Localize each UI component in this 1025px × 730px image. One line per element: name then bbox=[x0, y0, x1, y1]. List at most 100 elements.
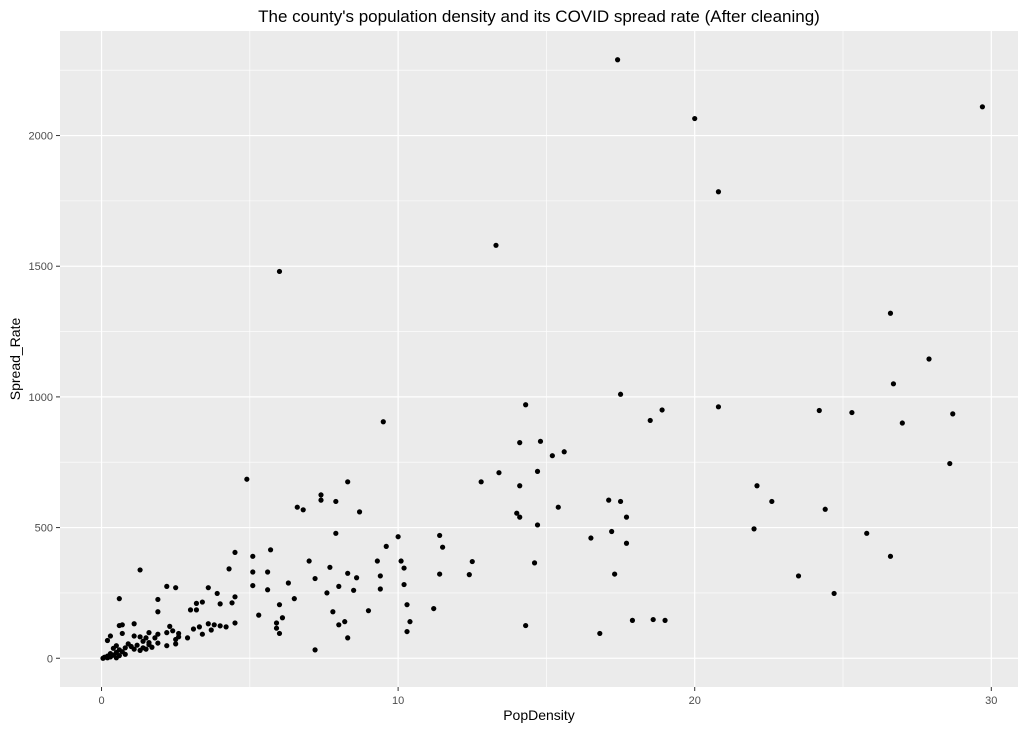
data-point bbox=[407, 619, 413, 625]
data-point bbox=[244, 476, 250, 482]
data-point bbox=[517, 440, 523, 446]
data-point bbox=[196, 624, 202, 630]
data-point bbox=[899, 420, 905, 426]
data-point bbox=[131, 646, 137, 652]
data-point bbox=[152, 635, 158, 641]
data-point bbox=[208, 627, 214, 633]
data-point bbox=[217, 623, 223, 629]
data-point bbox=[523, 622, 529, 629]
data-point bbox=[493, 242, 499, 248]
data-point bbox=[250, 569, 256, 575]
x-tick-label: 0 bbox=[98, 695, 104, 707]
data-point bbox=[617, 498, 624, 505]
data-point bbox=[155, 609, 161, 615]
data-point bbox=[205, 585, 211, 591]
y-axis-title: Spread_Rate bbox=[7, 318, 23, 401]
data-point bbox=[155, 631, 161, 637]
data-point bbox=[523, 402, 529, 408]
data-point bbox=[715, 189, 722, 195]
data-point bbox=[164, 643, 170, 649]
x-axis-title: PopDensity bbox=[503, 707, 575, 723]
data-point bbox=[226, 566, 232, 572]
data-point bbox=[816, 407, 822, 414]
data-point bbox=[692, 115, 698, 122]
data-point bbox=[107, 633, 114, 639]
data-point bbox=[155, 596, 161, 603]
data-point bbox=[440, 544, 446, 550]
data-point bbox=[469, 558, 475, 565]
data-point bbox=[864, 530, 870, 536]
data-point bbox=[193, 600, 200, 606]
data-point bbox=[276, 268, 283, 275]
data-point bbox=[849, 409, 855, 416]
data-point bbox=[173, 641, 179, 647]
data-point bbox=[294, 504, 300, 510]
data-point bbox=[211, 622, 217, 628]
data-point bbox=[104, 637, 111, 644]
y-tick-label: 500 bbox=[35, 523, 53, 535]
data-point bbox=[119, 630, 125, 637]
data-point bbox=[950, 411, 956, 417]
data-point bbox=[395, 534, 401, 540]
data-point bbox=[143, 646, 149, 652]
data-point bbox=[187, 607, 194, 613]
data-point bbox=[345, 570, 351, 576]
data-point bbox=[345, 479, 351, 485]
data-point bbox=[300, 507, 306, 513]
data-point bbox=[926, 356, 932, 362]
data-point bbox=[131, 633, 137, 639]
data-point bbox=[597, 630, 603, 637]
data-point bbox=[137, 634, 143, 640]
data-point bbox=[324, 590, 330, 596]
data-point bbox=[318, 497, 324, 503]
data-point bbox=[769, 498, 775, 505]
data-point bbox=[751, 526, 757, 532]
data-point bbox=[217, 601, 223, 607]
data-point bbox=[887, 310, 894, 316]
data-point bbox=[306, 558, 312, 564]
data-point bbox=[327, 564, 333, 570]
data-point bbox=[336, 622, 342, 628]
data-point bbox=[351, 587, 357, 593]
data-point bbox=[353, 575, 360, 581]
data-point bbox=[285, 580, 291, 586]
data-point bbox=[534, 522, 541, 528]
plot-panel bbox=[60, 31, 1018, 687]
data-point bbox=[588, 535, 594, 541]
data-point bbox=[404, 602, 410, 608]
data-point bbox=[496, 470, 502, 476]
data-point bbox=[561, 449, 567, 455]
data-point bbox=[517, 514, 523, 520]
data-point bbox=[383, 543, 389, 549]
data-point bbox=[342, 619, 348, 625]
data-point bbox=[629, 617, 636, 623]
data-point bbox=[754, 483, 760, 489]
data-point bbox=[193, 607, 200, 613]
data-point bbox=[401, 581, 407, 588]
x-axis-ticks: 0 10 20 30 bbox=[98, 687, 997, 707]
data-point bbox=[143, 635, 149, 641]
data-point bbox=[617, 391, 624, 397]
data-point bbox=[170, 628, 176, 634]
data-point bbox=[336, 583, 342, 589]
data-point bbox=[273, 625, 280, 631]
data-point bbox=[137, 567, 143, 573]
data-point bbox=[146, 630, 152, 636]
data-point bbox=[374, 558, 380, 564]
data-point bbox=[267, 547, 274, 553]
chart-title: The county's population density and its … bbox=[258, 7, 820, 26]
data-point bbox=[466, 572, 472, 578]
data-point bbox=[890, 381, 897, 387]
data-point bbox=[134, 642, 140, 648]
data-point bbox=[330, 609, 336, 615]
data-point bbox=[979, 104, 986, 110]
data-point bbox=[534, 468, 541, 474]
data-point bbox=[116, 596, 122, 602]
data-point bbox=[140, 638, 146, 644]
data-point bbox=[606, 497, 612, 503]
data-point bbox=[229, 600, 235, 606]
data-point bbox=[276, 630, 283, 637]
data-point bbox=[887, 553, 894, 559]
data-point bbox=[276, 602, 283, 608]
data-point bbox=[947, 460, 953, 467]
